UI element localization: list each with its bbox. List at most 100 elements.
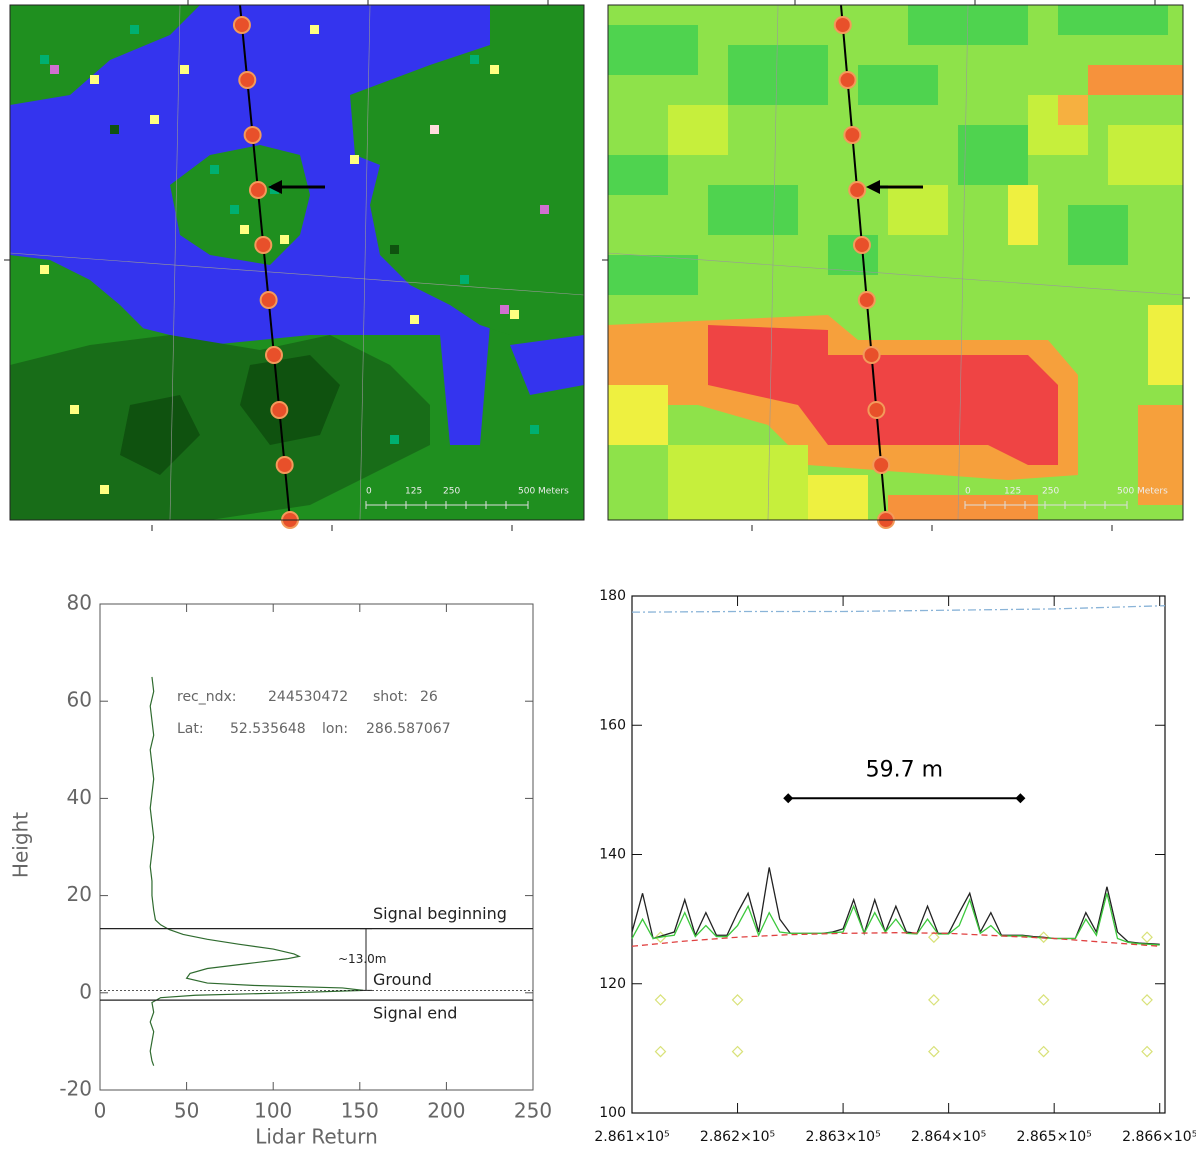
map-cell [280, 235, 289, 244]
reference-label: Ground [373, 970, 432, 989]
map-frame [9, 4, 585, 521]
marker [1037, 931, 1050, 944]
profile-chart: 2.861×10⁵ 2.862×10⁵ 2.863×10⁵ 2.864×10⁵ 2.86… [594, 588, 1196, 1145]
map-cell [510, 310, 519, 319]
map-shape [608, 255, 698, 295]
y-axis-title: Height [9, 812, 33, 878]
track-line [239, 4, 291, 521]
footprint [270, 401, 289, 419]
map-shape [1088, 65, 1183, 95]
reference-label: Signal end [373, 1004, 457, 1023]
info-text: rec_ndx: [177, 689, 237, 705]
marker [928, 994, 940, 1006]
map-raster [10, 5, 584, 520]
info-text: lon: [322, 721, 348, 737]
map-cell [500, 305, 509, 314]
graticule [767, 4, 779, 521]
y-tick-label: 180 [599, 588, 626, 604]
x-tick-label: 150 [341, 1099, 379, 1123]
scale-label: 0 [965, 487, 971, 497]
scale-label: 500 Meters [1117, 487, 1168, 497]
map-cell [180, 65, 189, 74]
info-text: Lat: [177, 721, 204, 737]
map-frame [607, 4, 1184, 521]
map-shape [668, 445, 808, 520]
data-line [631, 893, 1160, 946]
map-shape [170, 145, 310, 265]
map-cell [240, 225, 249, 234]
marker [731, 1045, 744, 1058]
map-shape [1138, 405, 1183, 505]
y-tick-label: 40 [67, 785, 92, 809]
map-cell [100, 485, 109, 494]
index-map: 0 125 250 500 Meters [607, 4, 1184, 529]
footprint [264, 346, 283, 364]
map-shape [1108, 125, 1183, 185]
marker [1141, 931, 1153, 944]
graticule [169, 4, 181, 521]
x-axis-title: Lidar Return [255, 1125, 378, 1149]
map-cell [460, 275, 469, 284]
map-cell [490, 65, 499, 74]
x-tick-label: 2.866×10⁵ [1122, 1129, 1196, 1145]
marker [654, 1045, 667, 1058]
map-cell [310, 25, 319, 34]
marker [1141, 994, 1153, 1006]
y-tick-label: 0 [79, 979, 92, 1003]
map-shape [490, 5, 584, 65]
map-shape [240, 355, 340, 445]
x-tick-label: 100 [254, 1099, 292, 1123]
graticule [9, 252, 585, 296]
map-shape [668, 105, 728, 155]
y-tick-label: 160 [599, 717, 626, 733]
footprint [852, 236, 871, 254]
arrow-head [268, 180, 282, 194]
reference-label: Signal beginning [373, 904, 507, 923]
map-shape [1008, 185, 1038, 245]
annotation-end [783, 793, 794, 804]
map-shape [1058, 95, 1088, 125]
y-tick-label: 120 [599, 976, 626, 992]
footprint [843, 126, 862, 144]
map-raster [608, 5, 1183, 520]
marker [928, 1045, 940, 1058]
map-shape [608, 25, 698, 75]
y-tick-label: 140 [599, 847, 626, 863]
y-tick-label: 100 [599, 1105, 626, 1121]
footprint [259, 291, 278, 309]
map-shape [608, 385, 668, 445]
footprint [254, 236, 273, 254]
data-line [631, 932, 1160, 947]
land-cover-map: 0 125 250 500 Meters [9, 4, 585, 529]
map-shape [350, 45, 584, 335]
marker [1141, 1045, 1153, 1058]
footprint [232, 16, 251, 34]
map-cell [130, 25, 139, 34]
map-cell [210, 165, 219, 174]
map-shape [728, 45, 828, 105]
info-text: 286.587067 [366, 721, 451, 737]
arrow-head [866, 180, 880, 194]
plot-frame [99, 603, 534, 1091]
scale-label: 125 [1004, 487, 1021, 497]
map-cell [410, 315, 419, 324]
x-tick-label: 2.864×10⁵ [911, 1129, 986, 1145]
footprint [238, 71, 257, 89]
map-cell [230, 205, 239, 214]
map-cell [350, 155, 359, 164]
x-tick-label: 2.861×10⁵ [594, 1129, 669, 1145]
info-text: 52.535648 [230, 721, 306, 737]
x-tick-label: 2.865×10⁵ [1017, 1129, 1092, 1145]
footprint [838, 71, 857, 89]
map-shape [1148, 305, 1183, 385]
map-shape [510, 335, 584, 395]
map-cell [70, 405, 79, 414]
footprint [275, 456, 294, 474]
map-shape [608, 155, 668, 195]
map-shape [858, 65, 938, 105]
graticule [607, 252, 1184, 296]
marker [1037, 1045, 1050, 1058]
map-shape [888, 185, 948, 235]
